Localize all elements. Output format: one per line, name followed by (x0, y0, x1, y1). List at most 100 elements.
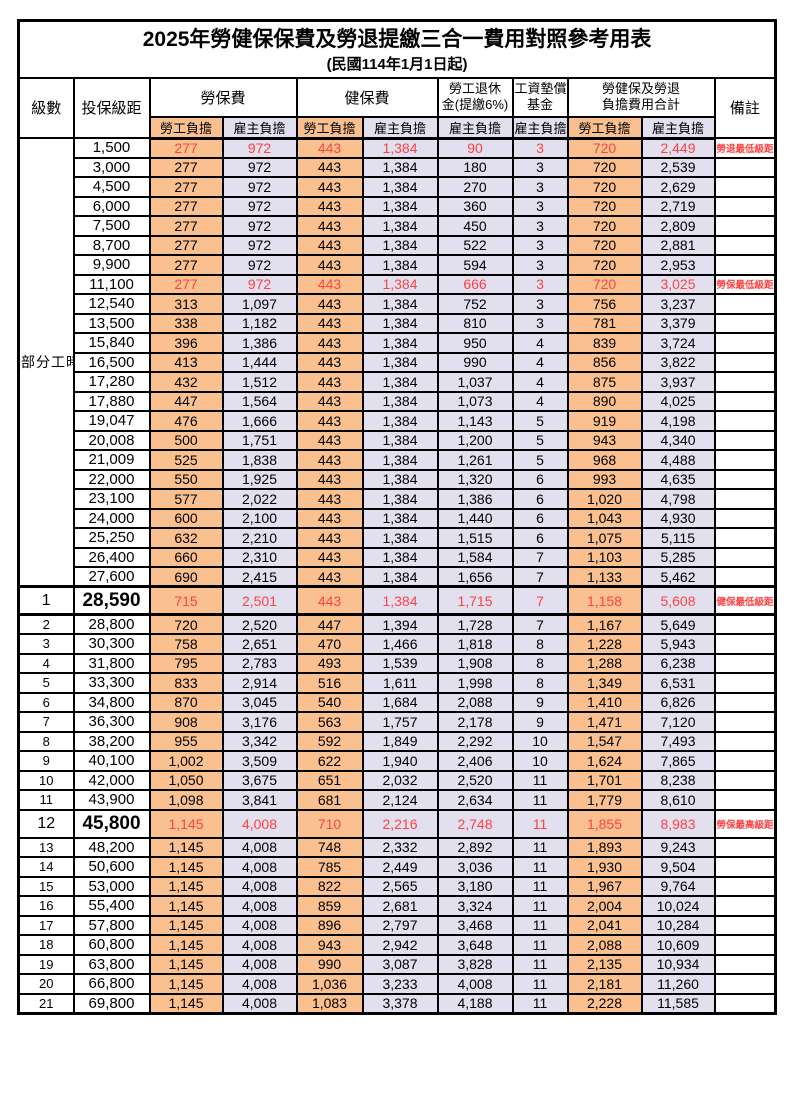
total-employee-cell: 1,471 (566, 711, 643, 733)
pension-employer-cell: 2,748 (436, 808, 514, 839)
table-row: 21 69,800 1,145 4,008 1,083 3,378 4,188 11 2,228… (17, 992, 777, 1014)
remark-cell (713, 449, 777, 471)
bracket-cell: 28,800 (72, 613, 151, 635)
remark-cell (713, 633, 777, 655)
total-employee-cell: 1,020 (566, 488, 643, 510)
labor-employer-cell: 4,008 (221, 992, 298, 1014)
total-employer-cell: 2,539 (640, 156, 716, 178)
remark-cell (713, 750, 777, 772)
level-cell: 20 (17, 973, 75, 995)
remark-cell (713, 992, 777, 1014)
table-row: 5 33,300 833 2,914 516 1,611 1,998 8 1,349 6,531 (17, 672, 777, 694)
level-cell: 21 (17, 992, 75, 1014)
health-employer-cell: 1,384 (361, 390, 439, 412)
col-header-wage-fund: 工資墊償 基金 (511, 76, 569, 118)
health-employer-cell: 2,942 (361, 934, 439, 956)
wage-fund-employer-cell: 11 (511, 934, 569, 956)
labor-employee-cell: 1,145 (148, 856, 224, 878)
total-employee-cell: 1,133 (566, 566, 643, 588)
level-cell: 9 (17, 750, 75, 772)
title-row: 2025年勞健保保費及勞退提繳三合一費用對照參考用表 (民國114年1月1日起) (17, 19, 777, 79)
wage-fund-employer-cell: 11 (511, 992, 569, 1014)
remark-cell (713, 566, 777, 588)
labor-employee-cell: 1,145 (148, 934, 224, 956)
health-employee-cell: 443 (295, 546, 364, 568)
bracket-cell: 16,500 (72, 351, 151, 373)
health-employer-cell: 2,032 (361, 769, 439, 791)
labor-employee-cell: 277 (148, 254, 224, 276)
health-employee-cell: 493 (295, 652, 364, 674)
total-employer-cell: 8,983 (640, 808, 716, 839)
total-employee-cell: 1,701 (566, 769, 643, 791)
total-employer-cell: 9,243 (640, 836, 716, 858)
total-employer-cell: 8,238 (640, 769, 716, 791)
health-employee-cell: 990 (295, 953, 364, 975)
wage-fund-employer-cell: 11 (511, 953, 569, 975)
pension-employer-cell: 1,200 (436, 429, 514, 451)
table-row: 6 34,800 870 3,045 540 1,684 2,088 9 1,410 6,826 (17, 691, 777, 713)
col-header-bracket: 投保級距 (72, 76, 151, 139)
wage-fund-employer-cell: 11 (511, 895, 569, 917)
pension-employer-cell: 2,892 (436, 836, 514, 858)
remark-cell (713, 312, 777, 334)
labor-employer-cell: 972 (221, 215, 298, 237)
subheader-wage-fund-employer: 雇主負擔 (511, 115, 569, 140)
table-row: 21,009 525 1,838 443 1,384 1,261 5 968 4,488 (19, 449, 777, 471)
bracket-cell: 15,840 (72, 332, 151, 354)
total-employee-cell: 1,893 (566, 836, 643, 858)
health-employer-cell: 2,797 (361, 914, 439, 936)
pension-employer-cell: 3,468 (436, 914, 514, 936)
labor-employee-cell: 720 (148, 613, 224, 635)
total-employee-cell: 2,088 (566, 934, 643, 956)
total-employee-cell: 875 (566, 371, 643, 393)
wage-fund-employer-cell: 6 (511, 507, 569, 529)
table-row: 19 63,800 1,145 4,008 990 3,087 3,828 11 2,135 10… (17, 953, 777, 975)
remark-cell (713, 507, 777, 529)
total-employer-cell: 3,237 (640, 293, 716, 315)
subheader-health-employee: 勞工負擔 (295, 115, 364, 140)
health-employee-cell: 470 (295, 633, 364, 655)
table-row: 13 48,200 1,145 4,008 748 2,332 2,892 11 1,893 9,… (17, 836, 777, 858)
labor-employer-cell: 1,751 (221, 429, 298, 451)
bracket-cell: 8,700 (72, 234, 151, 256)
health-employer-cell: 1,384 (361, 176, 439, 198)
wage-fund-employer-cell: 5 (511, 429, 569, 451)
wage-fund-employer-cell: 3 (511, 312, 569, 334)
total-employer-cell: 5,608 (640, 585, 716, 616)
bracket-cell: 17,880 (72, 390, 151, 412)
remark-cell: 勞退最低級距 (713, 137, 777, 159)
health-employer-cell: 1,611 (361, 672, 439, 694)
table-row: 7,500 277 972 443 1,384 450 3 720 2,809 (19, 215, 777, 237)
remark-cell (713, 769, 777, 791)
labor-employee-cell: 525 (148, 449, 224, 471)
pension-employer-cell: 1,998 (436, 672, 514, 694)
wage-fund-employer-cell: 3 (511, 293, 569, 315)
total-employee-cell: 2,228 (566, 992, 643, 1014)
pension-employer-cell: 450 (436, 215, 514, 237)
labor-employer-cell: 972 (221, 273, 298, 295)
labor-employer-cell: 1,925 (221, 468, 298, 490)
labor-employee-cell: 955 (148, 730, 224, 752)
wage-fund-employer-cell: 11 (511, 789, 569, 811)
wage-fund-employer-cell: 6 (511, 488, 569, 510)
bracket-cell: 25,250 (72, 527, 151, 549)
pension-employer-cell: 1,261 (436, 449, 514, 471)
health-employee-cell: 443 (295, 195, 364, 217)
bracket-cell: 9,900 (72, 254, 151, 276)
total-employer-cell: 6,826 (640, 691, 716, 713)
header-group-row: 級數 投保級距 勞保費 健保費 勞工退休 金(提繳6%) 工資墊償 基金 勞健保… (17, 76, 777, 139)
health-employee-cell: 443 (295, 137, 364, 159)
pension-employer-cell: 2,178 (436, 711, 514, 733)
remark-cell (713, 613, 777, 635)
wage-fund-employer-cell: 4 (511, 390, 569, 412)
remark-cell (713, 895, 777, 917)
total-employer-cell: 10,934 (640, 953, 716, 975)
health-employee-cell: 447 (295, 613, 364, 635)
table-header: 2025年勞健保保費及勞退提繳三合一費用對照參考用表 (民國114年1月1日起)… (17, 19, 777, 140)
pension-employer-cell: 2,520 (436, 769, 514, 791)
pension-employer-cell: 1,440 (436, 507, 514, 529)
labor-employee-cell: 1,145 (148, 836, 224, 858)
pension-employer-cell: 3,324 (436, 895, 514, 917)
pension-employer-cell: 950 (436, 332, 514, 354)
page-subtitle: (民國114年1月1日起) (326, 55, 468, 73)
